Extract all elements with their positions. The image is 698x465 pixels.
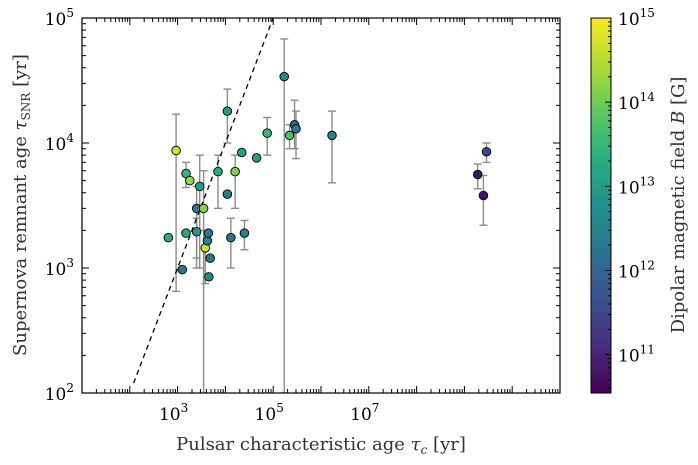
data-point — [177, 264, 187, 275]
colorbar-tick-label: 1012 — [618, 258, 655, 282]
data-point — [205, 253, 215, 263]
x-axis-title: Pulsar characteristic age τc [yr] — [176, 434, 466, 459]
data-point — [194, 181, 205, 192]
y-tick-label: 102 — [45, 381, 74, 405]
data-point — [222, 189, 233, 199]
data-point — [230, 166, 240, 177]
data-point — [204, 272, 214, 282]
colorbar-tick-label: 1014 — [618, 90, 655, 114]
colorbar-tick-label: 1011 — [618, 343, 655, 367]
data-point — [163, 232, 174, 243]
colorbar-tick-label: 1013 — [618, 174, 655, 198]
data-point — [251, 153, 262, 163]
colorbar-title: Dipolar magnetic field B [G] — [668, 77, 689, 334]
data-point — [237, 147, 247, 158]
data-point — [262, 128, 272, 138]
data-point — [198, 203, 209, 214]
data-point — [222, 106, 233, 116]
data-point — [472, 169, 483, 180]
plot-area: 103 105 107 102 103 104 105 — [45, 6, 561, 425]
data-point — [481, 147, 492, 157]
data-point — [478, 190, 489, 201]
colorbar-gradient — [590, 17, 612, 394]
data-point — [191, 226, 202, 237]
data-points — [163, 71, 492, 282]
data-point — [284, 130, 295, 141]
y-tick-label: 105 — [45, 6, 74, 30]
data-point — [181, 228, 191, 238]
data-point — [203, 228, 214, 238]
data-point — [291, 124, 301, 134]
data-point — [327, 130, 337, 141]
x-tick-label: 105 — [255, 401, 284, 425]
x-tick-label: 107 — [350, 401, 379, 425]
x-tick-label: 103 — [159, 401, 188, 425]
y-axis-title: Supernova remnant age τSNR [yr] — [10, 54, 35, 356]
error-bars — [172, 38, 491, 393]
colorbar-ticks: 1011 1012 1013 1014 1015 — [605, 6, 655, 389]
y-axis-ticks: 102 103 104 105 — [45, 6, 560, 405]
x-axis-ticks: 103 105 107 — [81, 18, 561, 425]
y-tick-label: 104 — [45, 131, 75, 155]
data-point — [213, 166, 223, 177]
plot-frame — [81, 17, 561, 394]
data-point — [185, 175, 195, 186]
colorbar: 1011 1012 1013 1014 1015 Dipolar magnetic fi… — [590, 6, 689, 394]
data-point — [171, 145, 181, 156]
colorbar-tick-label: 1015 — [618, 6, 655, 30]
y-tick-label: 103 — [45, 256, 74, 280]
data-point — [239, 228, 250, 238]
data-point — [279, 71, 289, 82]
reference-line — [132, 18, 274, 384]
data-point — [226, 232, 236, 243]
